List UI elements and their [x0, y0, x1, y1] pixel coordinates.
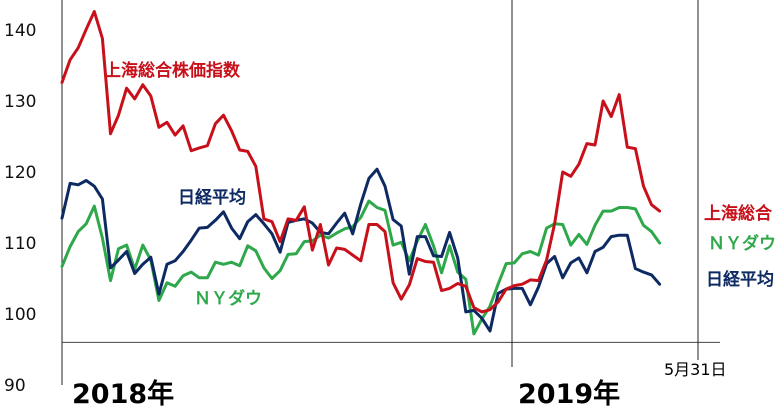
series-label-nydow: ＮＹダウ	[194, 288, 262, 309]
series-label-nikkei: 日経平均	[178, 187, 246, 208]
plot-frame	[61, 0, 720, 385]
series-end-label-shanghai: 上海総合	[704, 203, 773, 224]
series-line-shanghai	[60, 10, 662, 314]
series-line-nikkei	[60, 167, 662, 333]
y-tick-label: 130	[4, 92, 36, 112]
series-line-nydow	[60, 199, 662, 336]
y-axis-ticks: 90 100 110 120 130 140	[4, 21, 36, 396]
end-date-label: 5月31日	[664, 360, 727, 379]
y-tick-label: 140	[4, 21, 36, 41]
year-label-2019: 2019年	[518, 378, 620, 409]
year-label-2018: 2018年	[72, 378, 174, 409]
series-end-label-nikkei: 日経平均	[706, 269, 774, 290]
y-tick-label: 90	[4, 376, 26, 396]
series-end-label-nydow: ＮＹダウ	[708, 233, 776, 254]
series-lines	[60, 10, 662, 336]
y-tick-label: 120	[4, 163, 36, 183]
y-tick-label: 100	[4, 305, 36, 325]
series-label-shanghai: 上海総合株価指数	[104, 60, 241, 81]
y-tick-label: 110	[4, 234, 36, 254]
